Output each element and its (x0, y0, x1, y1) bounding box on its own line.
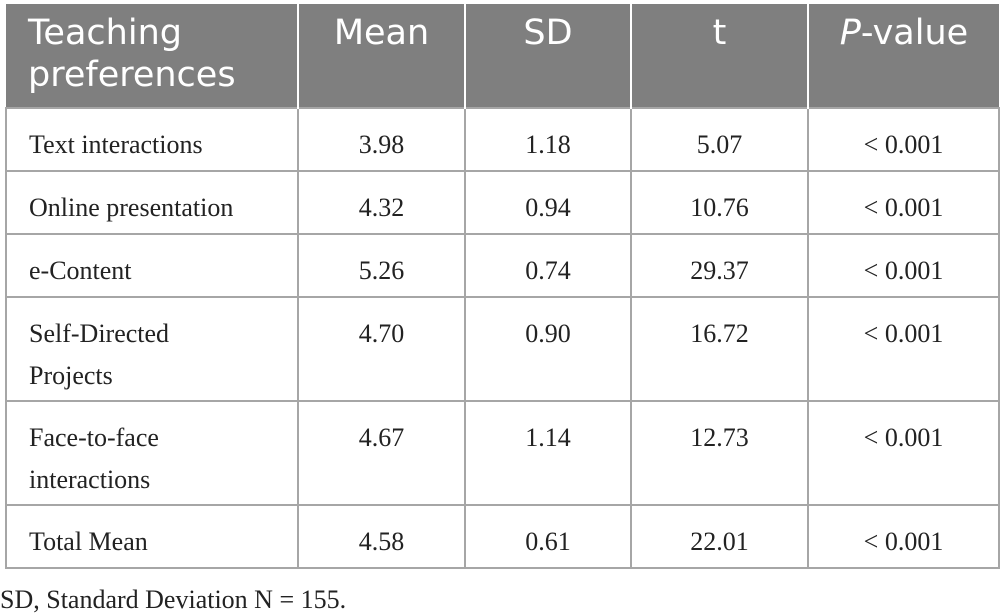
cell-t: 16.72 (630, 296, 809, 402)
header-mean: Mean (297, 4, 465, 108)
cell-mean: 4.32 (297, 170, 466, 235)
cell-p-value: < 0.001 (807, 296, 1000, 402)
cell-mean: 3.98 (297, 107, 466, 172)
table-row: Face-to-face interactions 4.67 1.14 12.7… (5, 400, 1000, 506)
cell-t: 12.73 (630, 400, 809, 506)
table-body: Text interactions 3.98 1.18 5.07 < 0.001… (5, 107, 1000, 569)
header-p-prefix: P (839, 13, 861, 53)
cell-p-value: < 0.001 (807, 170, 1000, 235)
row-label-line2: interactions (29, 465, 151, 494)
cell-sd: 0.61 (464, 504, 632, 569)
cell-p-value: < 0.001 (807, 504, 1000, 569)
header-teaching-preferences-line1: Teaching (28, 13, 182, 53)
table-row: Text interactions 3.98 1.18 5.07 < 0.001 (5, 107, 1000, 172)
header-sd: SD (464, 4, 631, 108)
row-label-line1: Total Mean (29, 527, 148, 556)
header-teaching-preferences: Teaching preferences (6, 4, 298, 108)
row-label-line1: Online presentation (29, 193, 234, 222)
row-label: Online presentation (5, 170, 299, 235)
cell-sd: 1.18 (464, 107, 632, 172)
cell-sd: 1.14 (464, 400, 632, 506)
header-p-value: P-value (807, 4, 999, 108)
header-teaching-preferences-line2: preferences (28, 55, 236, 95)
cell-mean: 5.26 (297, 233, 466, 298)
row-label: Text interactions (5, 107, 299, 172)
cell-t: 10.76 (630, 170, 809, 235)
statistics-table: Teaching preferences Mean SD t P-value T… (5, 4, 1000, 569)
row-label-line2: Projects (29, 361, 113, 390)
header-p-suffix: -value (860, 13, 969, 53)
cell-mean: 4.67 (297, 400, 466, 506)
row-label-line1: Text interactions (29, 130, 203, 159)
cell-sd: 0.74 (464, 233, 632, 298)
cell-mean: 4.70 (297, 296, 466, 402)
row-label-line1: e-Content (29, 256, 132, 285)
row-label-line1: Self-Directed (29, 319, 170, 348)
row-label: e-Content (5, 233, 299, 298)
table-row: Total Mean 4.58 0.61 22.01 < 0.001 (5, 504, 1000, 569)
header-row: Teaching preferences Mean SD t P-value (6, 4, 999, 108)
cell-p-value: < 0.001 (807, 400, 1000, 506)
cell-t: 22.01 (630, 504, 809, 569)
row-label-line1: Face-to-face (29, 423, 159, 452)
row-label: Total Mean (5, 504, 299, 569)
row-label: Self-Directed Projects (5, 296, 299, 402)
row-label: Face-to-face interactions (5, 400, 299, 506)
table-row: Self-Directed Projects 4.70 0.90 16.72 <… (5, 296, 1000, 402)
cell-p-value: < 0.001 (807, 233, 1000, 298)
table-header: Teaching preferences Mean SD t P-value (6, 4, 999, 108)
cell-sd: 0.94 (464, 170, 632, 235)
header-t: t (630, 4, 808, 108)
cell-p-value: < 0.001 (807, 107, 1000, 172)
table-row: e-Content 5.26 0.74 29.37 < 0.001 (5, 233, 1000, 298)
table-footnote: SD, Standard Deviation N = 155. (0, 585, 347, 614)
cell-t: 5.07 (630, 107, 809, 172)
cell-sd: 0.90 (464, 296, 632, 402)
table-row: Online presentation 4.32 0.94 10.76 < 0.… (5, 170, 1000, 235)
cell-t: 29.37 (630, 233, 809, 298)
cell-mean: 4.58 (297, 504, 466, 569)
